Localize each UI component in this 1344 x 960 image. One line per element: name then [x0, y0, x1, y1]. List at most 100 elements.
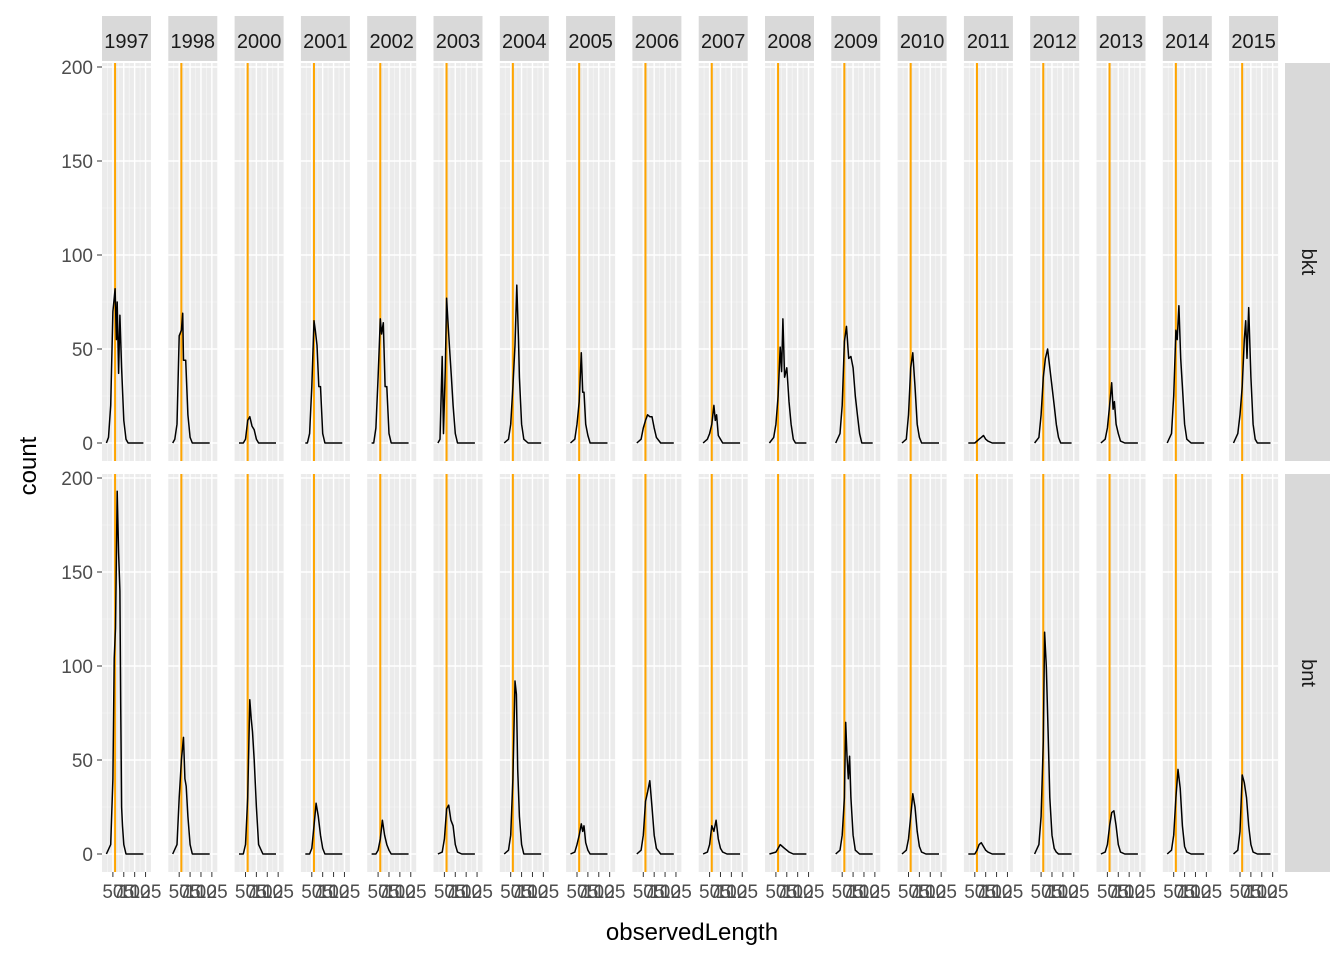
panel-bkt-1997 [102, 63, 151, 461]
x-tick-label: 75 [975, 882, 996, 903]
panel-background [1096, 474, 1146, 872]
panel-bkt-1998 [168, 63, 218, 461]
panel-background [1229, 63, 1279, 461]
strip-col-2013 [1096, 16, 1146, 61]
series-line-bnt-2001 [305, 802, 343, 855]
panel-background [433, 474, 483, 872]
strip-label-2005: 2005 [568, 31, 613, 53]
series-line-bnt-2015 [1233, 774, 1271, 855]
series-line-bnt-2005 [570, 823, 608, 855]
x-tick-label: 75 [710, 882, 731, 903]
series-line-bnt-2007 [702, 819, 741, 855]
panel-background [499, 474, 549, 872]
panel-bkt-2015 [1229, 63, 1279, 461]
series-line-bnt-2010 [901, 793, 939, 855]
x-tick-label: 100 [1180, 882, 1212, 903]
panel-background [1162, 474, 1212, 872]
strip-label-2013: 2013 [1099, 31, 1144, 53]
strip-label-2000: 2000 [237, 31, 282, 53]
panel-bkt-2004 [499, 63, 549, 461]
panel-bnt-2014 [1162, 474, 1212, 872]
series-line-bnt-1998 [172, 736, 210, 855]
x-tick-label: 100 [384, 882, 416, 903]
x-tick-label: 75 [113, 882, 134, 903]
panel-bkt-2003 [433, 63, 483, 461]
panel-bkt-2014 [1162, 63, 1212, 461]
x-tick-label: 125 [395, 882, 427, 903]
facet-grid: 1997 1998 2000 2001 2002 2003 2004 2005 2006 2007… [61, 16, 1330, 903]
strip-label-2002: 2002 [369, 31, 414, 53]
strip-row-bkt [1285, 63, 1330, 461]
series-line-bkt-2002 [371, 318, 409, 444]
strip-col-2002 [367, 16, 417, 61]
series-line-bnt-2013 [1100, 810, 1138, 855]
panel-bnt-2007 [698, 474, 748, 872]
series-line-bkt-2014 [1166, 305, 1205, 444]
panel-bnt-2004 [499, 474, 549, 872]
x-tick-label: 125 [329, 882, 361, 903]
x-tick-label: 50 [964, 882, 985, 903]
series-line-bkt-2011 [968, 434, 1006, 444]
panel-background [168, 63, 218, 461]
panel-background [1162, 63, 1212, 461]
x-tick-label: 125 [793, 882, 825, 903]
x-tick-label: 50 [500, 882, 521, 903]
panel-bkt-2006 [632, 63, 682, 461]
strip-label-2012: 2012 [1032, 31, 1077, 53]
x-tick-label: 50 [169, 882, 190, 903]
strip-col-2000 [234, 16, 284, 61]
y-tick-label: 0 [82, 845, 93, 866]
series-line-bkt-2005 [570, 352, 608, 444]
x-tick-label: 50 [301, 882, 322, 903]
panel-bnt-2010 [897, 474, 947, 872]
strip-label-2010: 2010 [900, 31, 945, 53]
x-tick-label: 50 [1163, 882, 1184, 903]
x-tick-label: 100 [782, 882, 814, 903]
panel-background [499, 63, 549, 461]
panel-background [632, 63, 682, 461]
series-line-bnt-2008 [769, 843, 807, 855]
strip-col-2009 [831, 16, 881, 61]
strip-col-2003 [433, 16, 483, 61]
panel-background [897, 63, 947, 461]
panel-background [566, 63, 616, 461]
series-line-bkt-2015 [1232, 306, 1271, 444]
x-tick-label: 75 [312, 882, 333, 903]
x-tick-label: 75 [445, 882, 466, 903]
strip-col-2012 [1030, 16, 1080, 61]
panel-bnt-2006 [632, 474, 682, 872]
strip-row-bnt [1285, 474, 1330, 872]
x-tick-label: 100 [318, 882, 350, 903]
panel-bnt-2012 [1030, 474, 1080, 872]
strip-label-2006: 2006 [635, 31, 680, 53]
x-tick-label: 125 [1191, 882, 1223, 903]
panel-background [897, 474, 947, 872]
panel-background [234, 474, 284, 872]
x-tick-label: 50 [235, 882, 256, 903]
x-tick-label: 100 [1113, 882, 1145, 903]
panel-background [963, 474, 1013, 872]
panel-background [765, 63, 814, 461]
x-tick-label: 100 [649, 882, 681, 903]
panel-bkt-2012 [1030, 63, 1080, 461]
x-tick-label: 75 [511, 882, 532, 903]
panel-background [300, 474, 350, 872]
strip-col-2004 [499, 16, 549, 61]
x-tick-label: 125 [992, 882, 1024, 903]
x-tick-label: 50 [633, 882, 654, 903]
panel-background [168, 474, 218, 872]
x-tick-label: 75 [1240, 882, 1261, 903]
y-tick-label: 100 [61, 657, 93, 678]
y-tick-label: 150 [61, 563, 93, 584]
x-tick-label: 75 [776, 882, 797, 903]
x-tick-label: 50 [566, 882, 587, 903]
panel-background [300, 63, 350, 461]
series-line-bnt-2000 [239, 699, 276, 855]
x-axis-title: observedLength [606, 919, 778, 946]
x-tick-label: 100 [583, 882, 615, 903]
y-tick-label: 200 [61, 58, 93, 79]
series-line-bnt-2006 [636, 779, 674, 855]
x-tick-label: 125 [660, 882, 692, 903]
strip-col-2010 [897, 16, 947, 61]
